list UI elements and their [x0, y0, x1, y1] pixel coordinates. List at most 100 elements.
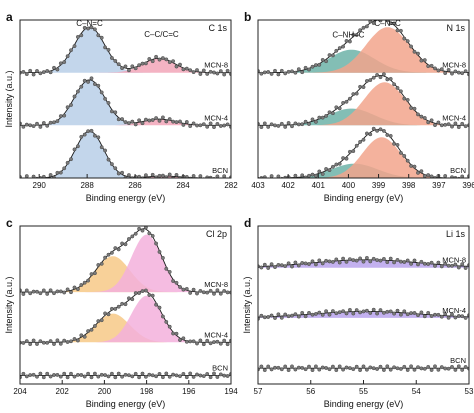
- data-point-mcn-4: [82, 334, 87, 339]
- data-point-bcn: [274, 177, 276, 178]
- data-point-mcn-4: [392, 82, 396, 87]
- data-point-mcn-8: [86, 26, 91, 31]
- data-point-mcn-4: [344, 311, 349, 316]
- data-point-mcn-8: [215, 288, 220, 293]
- data-point-mcn-8: [181, 287, 186, 292]
- data-point-mcn-8: [402, 260, 407, 264]
- panel-a: MCN-8 MCN-4 BCN C–N=C C–C/C=C 290 288 286 284 282…: [4, 10, 238, 203]
- data-point-mcn-4: [313, 311, 318, 316]
- data-point-bcn: [327, 367, 332, 372]
- data-point-mcn-8: [262, 70, 267, 75]
- data-point-bcn: [120, 374, 125, 379]
- data-point-mcn-4: [208, 341, 213, 346]
- data-point-mcn-4: [82, 78, 87, 83]
- data-point-bcn: [106, 157, 111, 162]
- data-point-bcn: [58, 170, 63, 175]
- data-point-mcn-4: [405, 312, 410, 317]
- data-point-mcn-4: [324, 309, 328, 314]
- data-point-mcn-4: [286, 121, 291, 125]
- data-point-bcn: [191, 374, 196, 379]
- data-point-mcn-4: [178, 119, 182, 124]
- data-point-mcn-4: [419, 114, 424, 119]
- data-point-mcn-8: [344, 259, 349, 264]
- data-point-mcn-8: [460, 262, 465, 267]
- component-peak-mcn-8-1: [20, 27, 231, 73]
- data-point-mcn-8: [378, 258, 383, 263]
- data-point-mcn-4: [181, 336, 186, 341]
- data-point-mcn-8: [324, 59, 328, 64]
- data-point-bcn: [341, 156, 345, 161]
- data-point-mcn-8: [405, 258, 410, 263]
- data-point-mcn-8: [283, 71, 288, 76]
- data-point-bcn: [293, 173, 298, 178]
- data-point-mcn-4: [76, 89, 80, 94]
- data-point-mcn-4: [286, 314, 291, 319]
- data-point-mcn-8: [130, 234, 135, 239]
- data-point-mcn-8: [48, 70, 53, 75]
- data-point-bcn: [93, 371, 97, 376]
- data-point-mcn-8: [446, 68, 451, 72]
- data-point-mcn-8: [313, 63, 318, 67]
- data-point-bcn: [453, 367, 458, 372]
- data-point-mcn-8: [99, 261, 104, 266]
- data-point-mcn-4: [426, 120, 431, 125]
- data-point-mcn-8: [364, 24, 369, 29]
- data-point-bcn: [130, 374, 135, 379]
- data-point-bcn: [198, 174, 203, 178]
- data-point-mcn-8: [93, 27, 97, 32]
- data-point-mcn-4: [290, 313, 294, 318]
- data-point-mcn-8: [426, 262, 431, 266]
- data-point-mcn-8: [120, 66, 125, 71]
- data-point-mcn-8: [320, 58, 325, 62]
- data-point-bcn: [388, 367, 393, 372]
- component-peak-mcn-8-1: [258, 259, 469, 268]
- data-point-mcn-4: [269, 122, 274, 127]
- data-point-bcn: [171, 372, 176, 377]
- data-point-mcn-8: [212, 291, 216, 296]
- data-point-bcn: [55, 372, 60, 377]
- data-point-bcn: [266, 364, 271, 369]
- plot-area: [20, 226, 231, 380]
- data-point-bcn: [164, 175, 169, 178]
- data-point-mcn-4: [378, 308, 383, 312]
- component-peak-mcn-8-2: [258, 27, 469, 73]
- data-point-bcn: [283, 364, 288, 369]
- data-point-bcn: [79, 134, 84, 139]
- data-point-mcn-8: [327, 259, 332, 264]
- data-point-bcn: [334, 368, 339, 372]
- x-tick-label: 54: [412, 387, 421, 396]
- plot-area: [258, 255, 469, 372]
- data-point-mcn-4: [313, 119, 318, 124]
- data-point-mcn-8: [450, 263, 454, 268]
- data-point-mcn-4: [35, 121, 39, 126]
- data-point-mcn-8: [69, 48, 73, 53]
- data-point-mcn-8: [208, 288, 213, 293]
- data-point-bcn: [24, 374, 29, 379]
- data-point-mcn-4: [351, 311, 356, 316]
- data-point-mcn-8: [133, 66, 138, 71]
- data-point-mcn-4: [201, 122, 206, 127]
- data-point-bcn: [167, 374, 172, 379]
- x-tick-label: 288: [80, 181, 94, 190]
- data-point-mcn-4: [55, 338, 60, 343]
- data-point-bcn: [320, 172, 325, 176]
- data-point-mcn-8: [276, 262, 281, 267]
- data-point-mcn-8: [140, 228, 145, 233]
- data-point-mcn-4: [443, 312, 448, 316]
- data-point-mcn-8: [126, 237, 131, 241]
- data-point-mcn-4: [116, 304, 121, 309]
- data-point-bcn: [405, 368, 410, 372]
- data-point-bcn: [327, 168, 332, 173]
- data-point-bcn: [143, 374, 148, 379]
- data-point-mcn-8: [330, 259, 335, 264]
- data-point-mcn-4: [341, 309, 345, 314]
- data-point-mcn-8: [113, 246, 118, 251]
- data-point-mcn-8: [259, 265, 264, 270]
- panel-letter: d: [244, 216, 251, 230]
- data-point-mcn-4: [388, 309, 393, 314]
- data-point-bcn: [375, 367, 379, 371]
- data-point-bcn: [62, 166, 67, 171]
- data-point-mcn-8: [300, 70, 305, 75]
- data-point-mcn-8: [58, 289, 63, 294]
